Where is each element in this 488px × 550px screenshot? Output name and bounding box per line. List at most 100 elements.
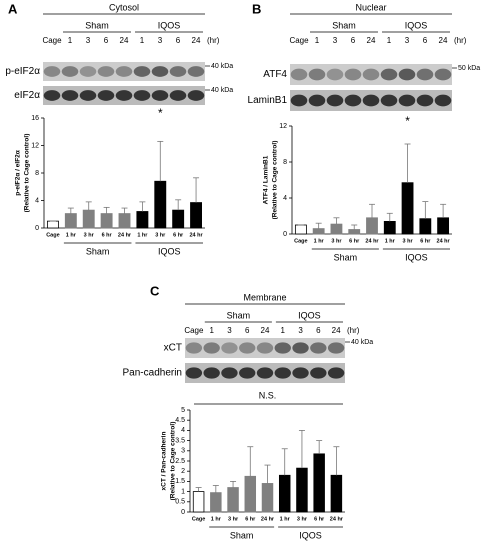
y-tick-label: 0 bbox=[283, 231, 287, 238]
y-tick-label: 4 bbox=[35, 197, 39, 204]
blot-label: p-eIF2α bbox=[5, 66, 40, 77]
blot-band bbox=[327, 342, 345, 354]
significance-mark: * bbox=[405, 114, 410, 128]
group-label: Sham bbox=[227, 310, 251, 320]
x-tick-label: Cage bbox=[46, 232, 59, 238]
x-tick-label: 1 hr bbox=[66, 232, 77, 238]
x-tick-label: 1 hr bbox=[385, 238, 396, 244]
blot-band bbox=[292, 342, 309, 354]
lane-label: 6 bbox=[176, 36, 181, 45]
blot-label: eIF2α bbox=[14, 90, 40, 101]
y-tick-label: 2.5 bbox=[175, 458, 185, 465]
blot-band bbox=[274, 367, 291, 379]
lane-label: 24 bbox=[261, 326, 270, 335]
blot-band bbox=[133, 90, 151, 101]
blot-band bbox=[61, 90, 79, 101]
y-tick-label: 12 bbox=[279, 123, 287, 130]
y-tick-label: 12 bbox=[31, 142, 39, 149]
lane-label: 3 bbox=[333, 36, 338, 45]
y-tick-label: 4 bbox=[181, 427, 185, 434]
blot-band bbox=[239, 367, 256, 379]
blot-band bbox=[115, 90, 133, 101]
blot-band bbox=[274, 342, 291, 354]
lane-label: 6 bbox=[316, 326, 321, 335]
lane-label: 1 bbox=[68, 36, 73, 45]
blot-band bbox=[133, 66, 151, 77]
bar bbox=[190, 202, 203, 229]
blot-band bbox=[362, 94, 380, 107]
x-tick-label: 3 hr bbox=[228, 516, 239, 522]
x-tick-label: 3 hr bbox=[403, 238, 414, 244]
y-tick-label: 0 bbox=[35, 225, 39, 232]
x-tick-label: 6 hr bbox=[102, 232, 113, 238]
x-tick-label: 3 hr bbox=[155, 232, 166, 238]
blot-label: Pan-cadherin bbox=[123, 368, 182, 379]
x-tick-label: 3 hr bbox=[84, 232, 95, 238]
x-tick-label: 24 hr bbox=[330, 516, 344, 522]
y-tick-label: 3 bbox=[181, 448, 185, 455]
x-tick-label: 3 hr bbox=[331, 238, 342, 244]
x-tick-label: 6 hr bbox=[314, 516, 325, 522]
marker-label: 40 kDa bbox=[351, 339, 373, 346]
y-tick-label: 5 bbox=[181, 407, 185, 414]
bar bbox=[419, 218, 432, 235]
x-tick-label: 24 hr bbox=[189, 232, 203, 238]
y-tick-label: 16 bbox=[31, 115, 39, 122]
bar bbox=[172, 209, 185, 229]
blot-band bbox=[326, 94, 344, 107]
marker-label: 40 kDa bbox=[211, 63, 233, 70]
bar bbox=[312, 228, 325, 235]
bar bbox=[366, 217, 378, 235]
group-label: Sham bbox=[86, 246, 110, 256]
lane-label: 24 bbox=[192, 36, 201, 45]
bar bbox=[154, 180, 167, 229]
blot-band bbox=[185, 342, 203, 354]
blot-band bbox=[221, 367, 238, 379]
blot-band bbox=[256, 367, 274, 379]
blot-band bbox=[185, 367, 203, 379]
lane-label: 24 bbox=[120, 36, 129, 45]
bar bbox=[330, 474, 343, 513]
x-tick-label: 1 hr bbox=[211, 516, 222, 522]
lane-label: 1 bbox=[209, 326, 214, 335]
blot-band bbox=[151, 90, 169, 101]
y-axis-label: (Relative to Cage control) bbox=[272, 141, 279, 220]
blot-band bbox=[203, 367, 220, 379]
blot-title: Cytosol bbox=[109, 2, 139, 12]
blot-band bbox=[79, 66, 97, 77]
blot-band bbox=[434, 94, 452, 107]
blot-title: Nuclear bbox=[355, 2, 386, 12]
group-label: IQOS bbox=[158, 20, 181, 30]
blot-band bbox=[187, 90, 205, 101]
y-tick-label: 3.5 bbox=[175, 437, 185, 444]
blot-band bbox=[362, 68, 380, 81]
bar bbox=[313, 453, 325, 513]
y-axis-label: p-eIF2α / eIF2α bbox=[15, 150, 22, 196]
lane-label: 3 bbox=[298, 326, 303, 335]
blot-band bbox=[43, 90, 61, 101]
group-label: IQOS bbox=[298, 310, 321, 320]
lane-label: 1 bbox=[140, 36, 145, 45]
y-tick-label: 1 bbox=[181, 488, 185, 495]
blot-band bbox=[169, 66, 187, 77]
lane-label: 3 bbox=[86, 36, 91, 45]
x-tick-label: Cage bbox=[192, 516, 205, 522]
bar bbox=[244, 475, 257, 513]
bar bbox=[210, 492, 222, 513]
blot-label: ATF4 bbox=[263, 69, 287, 80]
x-tick-label: 24 hr bbox=[118, 232, 132, 238]
y-tick-label: 8 bbox=[35, 170, 39, 177]
x-tick-label: 24 hr bbox=[437, 238, 451, 244]
lane-label: 6 bbox=[351, 36, 356, 45]
x-tick-label: 1 hr bbox=[280, 516, 291, 522]
blot-label: xCT bbox=[164, 343, 182, 354]
blot-band bbox=[61, 66, 79, 77]
y-tick-label: 0 bbox=[181, 509, 185, 516]
x-tick-label: 6 hr bbox=[245, 516, 256, 522]
blot-band bbox=[310, 342, 327, 354]
y-axis-label: xCT / Pan-cadherin bbox=[161, 432, 168, 491]
blot-band bbox=[327, 367, 345, 379]
y-tick-label: 4 bbox=[283, 195, 287, 202]
blot-band bbox=[326, 68, 344, 81]
